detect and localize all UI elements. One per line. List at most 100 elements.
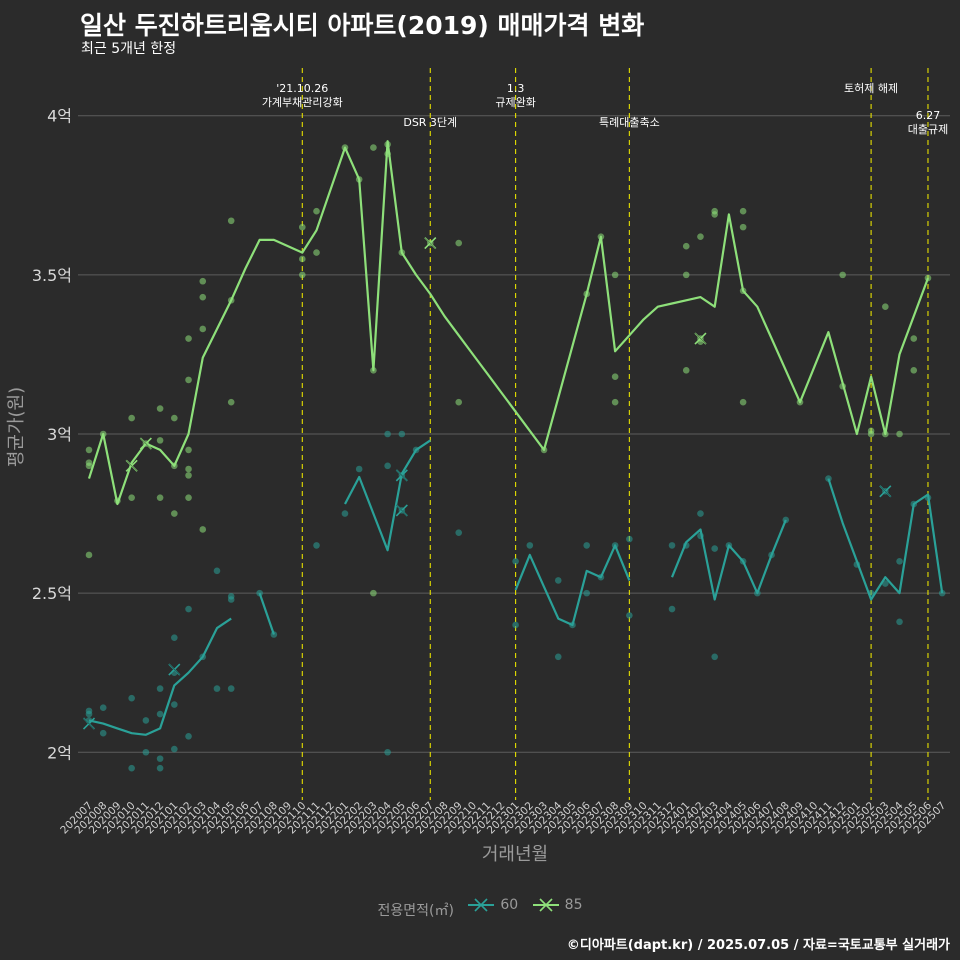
data-point-85	[227, 398, 235, 406]
data-point-85	[199, 325, 207, 333]
data-point-60	[384, 748, 391, 756]
data-point-60	[156, 755, 164, 762]
data-point-60	[583, 589, 590, 597]
data-point-85	[299, 255, 306, 263]
data-point-85	[910, 335, 918, 342]
data-point-85	[299, 271, 306, 279]
cross-marker-85	[424, 236, 437, 250]
data-point-85	[711, 211, 718, 218]
data-point-60	[128, 764, 135, 772]
data-point-60	[554, 653, 562, 661]
y-tick-label: 3.5억	[32, 266, 72, 285]
cross-marker-85	[125, 459, 138, 472]
data-point-85	[370, 144, 377, 151]
data-point-60	[99, 704, 107, 712]
data-point-60	[398, 430, 406, 438]
cross-marker-60	[395, 504, 408, 517]
data-point-85	[85, 446, 93, 454]
data-point-85	[227, 217, 235, 225]
chart-title: 일산 두진하트리움시티 아파트(2019) 매매가격 변화	[80, 11, 645, 40]
legend-label-85: 85	[564, 897, 583, 913]
data-point-85	[882, 303, 889, 310]
y-tick-label: 4억	[47, 107, 72, 126]
cross-marker-85	[694, 332, 707, 345]
data-point-60	[171, 745, 178, 753]
data-point-85	[611, 271, 619, 279]
data-point-85	[739, 207, 747, 215]
data-point-85	[199, 277, 207, 285]
data-point-60	[142, 717, 150, 724]
data-point-85	[370, 589, 377, 597]
data-point-85	[739, 398, 747, 406]
data-point-60	[626, 612, 633, 619]
data-point-85	[313, 249, 320, 256]
data-point-60	[896, 558, 903, 565]
data-point-85	[85, 462, 93, 470]
event-annotation: 가계부채관리강화	[262, 96, 343, 109]
legend-swatch-85	[532, 898, 559, 912]
x-axis-label: 거래년월	[482, 844, 548, 865]
data-point-85	[299, 223, 306, 231]
data-point-60	[85, 710, 93, 718]
data-point-85	[156, 437, 164, 444]
data-point-85	[867, 427, 875, 435]
data-point-85	[156, 405, 164, 412]
series-line-60	[258, 592, 275, 635]
data-point-60	[185, 605, 192, 613]
data-point-60	[213, 567, 221, 575]
data-point-60	[313, 542, 320, 549]
chart-subtitle: 최근 5개년 한정	[81, 41, 177, 57]
data-point-60	[526, 542, 534, 549]
cross-marker-85	[139, 437, 152, 450]
legend-swatch-60	[468, 898, 495, 912]
data-point-60	[156, 764, 164, 772]
series-line-60	[88, 617, 232, 736]
data-point-85	[185, 465, 192, 473]
data-point-85	[85, 551, 93, 559]
event-annotation: 토허제 해제	[844, 81, 898, 95]
event-annotation: 1.3	[507, 82, 525, 95]
data-point-60	[341, 510, 349, 517]
data-point-85	[185, 494, 192, 501]
event-annotation: 대출규제	[908, 123, 948, 136]
data-point-60	[156, 710, 164, 718]
data-point-60	[697, 510, 704, 517]
data-point-60	[213, 685, 221, 692]
data-point-85	[455, 239, 463, 247]
legend-item-85: 85	[531, 895, 583, 915]
data-point-85	[611, 398, 619, 406]
data-point-85	[739, 223, 747, 231]
series-line-60	[344, 439, 431, 552]
data-point-60	[583, 542, 590, 549]
data-point-60	[512, 621, 519, 629]
cross-marker-60	[168, 663, 181, 676]
data-point-60	[156, 685, 164, 692]
data-point-60	[128, 694, 135, 702]
data-point-85	[455, 398, 463, 406]
data-point-85	[839, 271, 846, 279]
data-point-85	[199, 293, 207, 301]
data-point-60	[227, 685, 235, 692]
data-point-60	[668, 605, 676, 613]
chart-legend: 전용면적(㎡) 60 85	[0, 895, 960, 920]
data-point-85	[611, 373, 619, 381]
cross-marker-60	[879, 485, 892, 498]
data-point-85	[185, 335, 192, 342]
data-point-85	[682, 271, 690, 279]
data-point-60	[711, 545, 718, 552]
data-point-60	[512, 558, 519, 565]
data-point-85	[185, 376, 192, 384]
cross-marker-60	[395, 469, 408, 482]
data-point-85	[896, 430, 903, 438]
data-point-60	[142, 748, 150, 756]
data-point-60	[185, 733, 192, 740]
data-point-85	[128, 414, 135, 422]
data-point-60	[99, 729, 107, 737]
data-point-60	[554, 577, 562, 584]
data-point-60	[626, 535, 633, 543]
data-point-60	[938, 589, 946, 597]
event-annotation: '21.10.26	[276, 82, 328, 95]
y-tick-label: 3억	[47, 425, 72, 444]
data-point-85	[185, 446, 192, 454]
